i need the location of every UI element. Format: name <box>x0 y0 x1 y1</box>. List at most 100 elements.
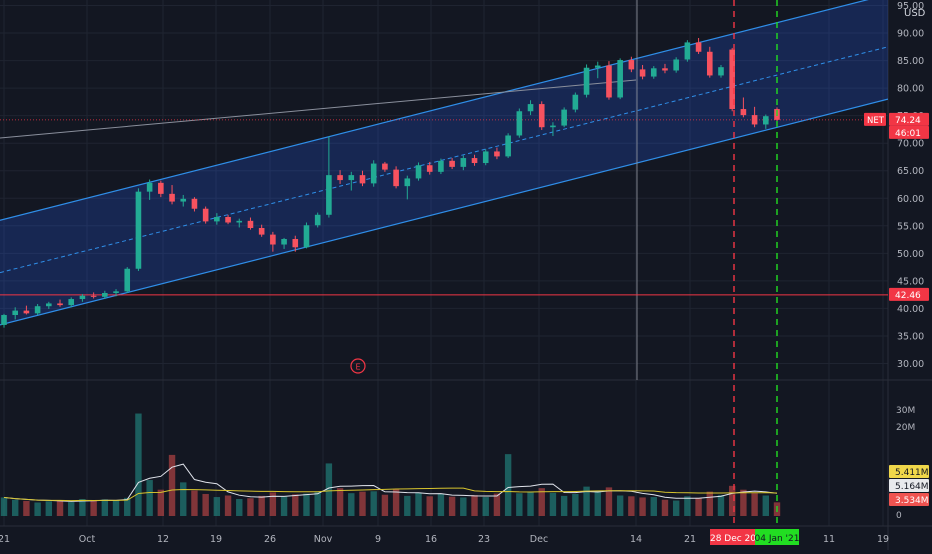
candle-body[interactable] <box>202 208 209 222</box>
volume-bar[interactable] <box>751 493 758 516</box>
volume-bar[interactable] <box>325 463 333 516</box>
volume-bar[interactable] <box>404 495 411 516</box>
candle-body[interactable] <box>12 310 19 316</box>
candle-body[interactable] <box>1 315 7 325</box>
candle-body[interactable] <box>606 65 612 98</box>
candle-body[interactable] <box>505 135 511 157</box>
candle-body[interactable] <box>762 116 769 125</box>
volume-bar[interactable] <box>280 496 288 516</box>
candle-body[interactable] <box>449 160 455 167</box>
volume-bar[interactable] <box>650 497 657 516</box>
candle-body[interactable] <box>180 198 187 202</box>
candle-body[interactable] <box>270 234 276 245</box>
volume-bar[interactable] <box>146 480 153 516</box>
volume-bar[interactable] <box>616 495 624 516</box>
candle-body[interactable] <box>460 158 467 167</box>
candle-body[interactable] <box>404 178 411 187</box>
candle-body[interactable] <box>415 165 422 179</box>
volume-bar[interactable] <box>12 499 19 516</box>
volume-bar[interactable] <box>168 454 176 516</box>
candle-body[interactable] <box>79 295 86 300</box>
volume-bar[interactable] <box>90 500 97 516</box>
volume-bar[interactable] <box>336 488 344 516</box>
volume-bar[interactable] <box>493 493 501 516</box>
volume-bar[interactable] <box>359 491 366 516</box>
volume-bar[interactable] <box>706 491 713 516</box>
volume-bar[interactable] <box>460 497 467 516</box>
volume-bar[interactable] <box>0 497 8 516</box>
volume-bar[interactable] <box>258 495 265 516</box>
volume-bar[interactable] <box>348 493 355 516</box>
volume-bar[interactable] <box>594 490 601 516</box>
candle-body[interactable] <box>729 49 735 110</box>
candle-body[interactable] <box>337 175 343 181</box>
candle-body[interactable] <box>124 268 131 292</box>
candle-body[interactable] <box>617 60 623 98</box>
volume-bar[interactable] <box>157 489 165 516</box>
candle-body[interactable] <box>393 169 399 187</box>
candle-body[interactable] <box>23 310 30 314</box>
volume-bar[interactable] <box>23 500 30 516</box>
volume-bar[interactable] <box>45 501 53 516</box>
volume-bar[interactable] <box>661 499 669 516</box>
volume-bar[interactable] <box>79 498 86 516</box>
candle-body[interactable] <box>214 216 220 222</box>
candle-body[interactable] <box>90 295 97 297</box>
volume-bar[interactable] <box>538 488 545 516</box>
volume-bar[interactable] <box>180 482 187 516</box>
candle-body[interactable] <box>482 151 489 164</box>
volume-bar[interactable] <box>728 485 736 516</box>
candle-body[interactable] <box>695 42 702 52</box>
earnings-marker-icon[interactable] <box>350 358 366 374</box>
candle-body[interactable] <box>706 51 713 76</box>
volume-bar[interactable] <box>639 497 646 516</box>
volume-bar[interactable] <box>292 494 299 516</box>
volume-bar[interactable] <box>628 496 635 516</box>
candle-body[interactable] <box>751 115 758 125</box>
volume-bar[interactable] <box>370 491 377 516</box>
volume-bar[interactable] <box>549 492 557 516</box>
candle-body[interactable] <box>740 109 747 116</box>
volume-bar[interactable] <box>112 500 120 516</box>
volume-bar[interactable] <box>448 496 456 516</box>
candle-body[interactable] <box>650 68 657 77</box>
candle-body[interactable] <box>494 151 500 157</box>
candle-body[interactable] <box>426 165 433 172</box>
volume-bar[interactable] <box>101 499 109 516</box>
candle-body[interactable] <box>113 291 119 293</box>
candle-body[interactable] <box>225 216 231 223</box>
candle-body[interactable] <box>169 193 175 202</box>
volume-bar[interactable] <box>471 495 478 516</box>
volume-bar[interactable] <box>381 494 389 516</box>
candle-body[interactable] <box>146 182 153 192</box>
candle-body[interactable] <box>628 60 635 70</box>
candle-body[interactable] <box>673 59 679 71</box>
volume-bar[interactable] <box>135 413 142 516</box>
volume-bar[interactable] <box>124 497 131 516</box>
volume-bar[interactable] <box>224 495 232 516</box>
candle-body[interactable] <box>247 220 254 228</box>
candle-body[interactable] <box>314 214 321 226</box>
candle-body[interactable] <box>516 111 523 136</box>
candle-body[interactable] <box>348 175 355 181</box>
volume-bar[interactable] <box>762 495 769 516</box>
volume-bar[interactable] <box>672 500 680 516</box>
candle-body[interactable] <box>359 175 366 184</box>
candle-body[interactable] <box>718 67 724 76</box>
volume-bar[interactable] <box>583 486 590 516</box>
candle-body[interactable] <box>438 160 444 172</box>
candle-body[interactable] <box>102 292 108 297</box>
candle-body[interactable] <box>594 65 601 68</box>
candle-body[interactable] <box>292 239 299 248</box>
candle-body[interactable] <box>281 239 287 245</box>
candle-body[interactable] <box>326 175 332 215</box>
candle-body[interactable] <box>57 303 63 306</box>
candle-body[interactable] <box>572 94 579 110</box>
volume-bar[interactable] <box>527 492 534 516</box>
candle-body[interactable] <box>34 306 41 314</box>
volume-bar[interactable] <box>572 493 579 516</box>
volume-bar[interactable] <box>56 500 64 516</box>
volume-bar[interactable] <box>191 490 198 516</box>
candle-body[interactable] <box>370 163 377 184</box>
